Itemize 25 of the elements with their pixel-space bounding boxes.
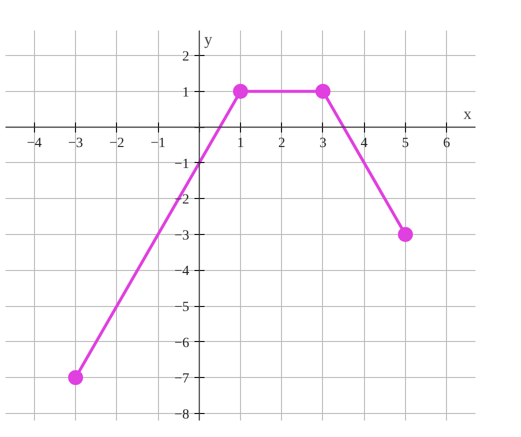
y-tick-label: 1 [182, 85, 190, 100]
y-tick-label: −4 [174, 264, 190, 280]
y-tick-label: −7 [174, 372, 190, 387]
y-tick-label: −5 [174, 300, 190, 316]
x-tick-label: 5 [402, 136, 409, 152]
x-axis-title: x [464, 106, 472, 124]
y-tick-label: 2 [182, 50, 190, 65]
point [68, 370, 84, 386]
x-tick-label: −1 [150, 136, 166, 152]
y-axis-title: y [204, 32, 212, 48]
x-tick-label: −3 [68, 136, 84, 152]
x-tick-label: 3 [319, 136, 326, 152]
x-tick-label: −2 [109, 136, 124, 152]
y-tick-label: −3 [174, 228, 190, 244]
x-tick-label: 4 [360, 136, 368, 152]
x-tick-label: 2 [278, 136, 286, 152]
point [233, 84, 248, 99]
y-tick-label: −8 [174, 407, 190, 422]
point [315, 84, 330, 99]
x-tick-label: 6 [443, 136, 450, 152]
x-tick-label: 1 [237, 136, 244, 152]
point [398, 226, 413, 242]
y-tick-label: −1 [174, 156, 190, 172]
y-tick-label: −6 [174, 336, 190, 351]
x-tick-label: −4 [26, 136, 42, 152]
